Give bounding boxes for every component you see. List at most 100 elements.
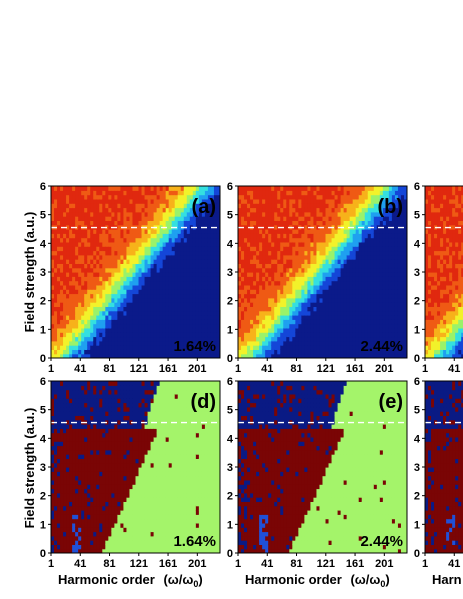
heat-cell bbox=[349, 315, 354, 320]
heat-cell bbox=[295, 327, 299, 333]
heat-cell bbox=[367, 207, 372, 213]
heat-cell bbox=[111, 327, 115, 333]
heat-cell bbox=[51, 310, 55, 316]
heat-cell bbox=[69, 310, 73, 316]
heat-cell bbox=[446, 276, 450, 282]
heat-cell bbox=[241, 220, 245, 226]
heat-cell bbox=[455, 315, 459, 320]
heat-cell bbox=[51, 220, 55, 226]
heat-cell bbox=[174, 306, 179, 312]
heat-cell bbox=[141, 323, 146, 329]
heat-cell bbox=[358, 310, 363, 316]
heat-cell bbox=[428, 237, 432, 243]
heat-cell bbox=[168, 220, 173, 226]
heat-cell bbox=[280, 284, 284, 290]
heat-cell bbox=[328, 345, 333, 350]
heat-cell bbox=[54, 190, 58, 196]
heat-cell bbox=[277, 267, 281, 273]
heat-cell bbox=[313, 310, 318, 316]
heat-cell bbox=[87, 259, 91, 264]
heat-cell bbox=[84, 297, 88, 303]
heat-cell bbox=[310, 194, 315, 200]
heat-cell bbox=[397, 207, 402, 213]
heat-cell bbox=[57, 211, 61, 217]
heat-cell bbox=[313, 323, 318, 329]
heat-cell bbox=[437, 297, 441, 303]
heat-cell bbox=[382, 310, 387, 316]
heat-cell bbox=[180, 349, 185, 355]
heat-cell bbox=[388, 306, 393, 312]
heat-cell bbox=[397, 280, 402, 286]
heat-cell bbox=[87, 186, 91, 191]
heat-cell bbox=[391, 194, 396, 200]
heat-cell bbox=[431, 237, 435, 243]
heat-cell bbox=[352, 349, 357, 355]
heat-cell bbox=[250, 246, 254, 252]
heat-cell bbox=[171, 345, 176, 350]
heat-cell bbox=[388, 211, 393, 217]
heat-cell bbox=[268, 327, 272, 333]
heat-cell bbox=[117, 319, 122, 325]
heat-cell bbox=[159, 211, 164, 217]
heat-cell bbox=[66, 302, 70, 307]
heat-cell bbox=[262, 276, 266, 282]
heat-cell bbox=[307, 293, 312, 299]
heat-cell bbox=[455, 250, 459, 256]
heat-cell bbox=[373, 327, 378, 333]
heat-cell bbox=[210, 319, 215, 325]
heat-cell bbox=[352, 237, 357, 243]
heat-cell bbox=[114, 340, 118, 346]
heat-cell bbox=[340, 198, 345, 204]
heat-cell bbox=[310, 272, 315, 277]
heat-cell bbox=[443, 297, 447, 303]
heat-cell bbox=[57, 241, 61, 247]
heat-cell bbox=[449, 233, 453, 239]
heat-cell bbox=[443, 229, 447, 234]
heat-cell bbox=[262, 336, 266, 342]
heat-cell bbox=[195, 323, 200, 329]
heat-cell bbox=[403, 224, 407, 230]
heat-cell bbox=[292, 306, 296, 312]
heat-cell bbox=[120, 267, 125, 273]
heat-cell bbox=[328, 194, 333, 200]
heat-cell bbox=[271, 250, 275, 256]
heat-cell bbox=[376, 323, 381, 329]
heat-cell bbox=[150, 203, 155, 209]
heat-cell bbox=[247, 306, 251, 312]
heat-cell bbox=[150, 302, 155, 307]
heat-cell bbox=[259, 327, 263, 333]
heat-cell bbox=[174, 216, 179, 221]
heat-cell bbox=[325, 246, 330, 252]
heat-cell bbox=[75, 336, 79, 342]
heat-cell bbox=[304, 203, 309, 209]
heat-cell bbox=[310, 246, 315, 252]
heat-cell bbox=[213, 216, 218, 221]
heat-cell bbox=[325, 267, 330, 273]
heat-cell bbox=[440, 216, 444, 221]
heat-cell bbox=[316, 263, 321, 269]
heat-cell bbox=[382, 332, 387, 338]
heat-cell bbox=[114, 267, 118, 273]
heat-cell bbox=[96, 237, 100, 243]
heat-cell bbox=[268, 198, 272, 204]
heat-cell bbox=[265, 237, 269, 243]
heat-cell bbox=[132, 353, 137, 358]
heat-cell bbox=[93, 323, 97, 329]
heat-cell bbox=[319, 353, 324, 358]
heat-cell bbox=[81, 246, 85, 252]
heat-cell bbox=[349, 216, 354, 221]
heat-cell bbox=[434, 237, 438, 243]
heat-cell bbox=[437, 319, 441, 325]
heat-cell bbox=[60, 310, 64, 316]
heat-cell bbox=[159, 353, 164, 358]
heat-cell bbox=[213, 345, 218, 350]
heat-cell bbox=[334, 272, 339, 277]
heat-cell bbox=[280, 332, 284, 338]
heat-cell bbox=[84, 293, 88, 299]
heat-cell bbox=[337, 211, 342, 217]
heat-cell bbox=[373, 315, 378, 320]
heat-cell bbox=[247, 332, 251, 338]
heat-cell bbox=[274, 340, 278, 346]
heat-cell bbox=[301, 297, 305, 303]
heat-cell bbox=[244, 323, 248, 329]
